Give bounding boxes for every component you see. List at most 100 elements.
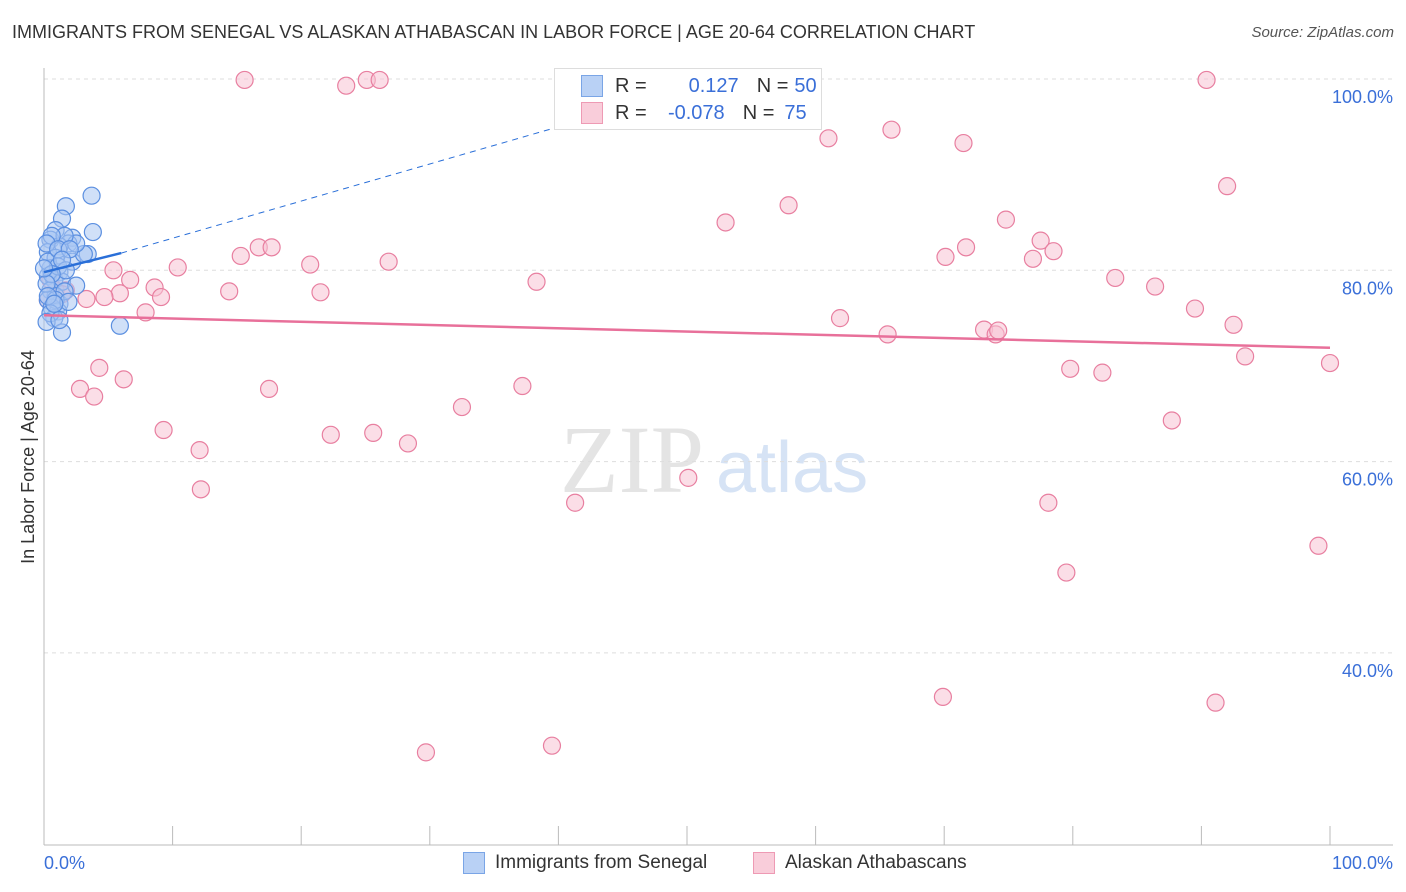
senegal-point: [50, 310, 69, 330]
athabascan-point: [679, 468, 698, 487]
athabascan-point: [566, 493, 585, 512]
legend-row-athabascan: R = -0.078 N = 75: [581, 100, 807, 126]
bottom-legend-senegal: Immigrants from Senegal: [463, 852, 707, 874]
athabascan-point: [104, 261, 123, 280]
y-tick-label: 60.0%: [1342, 470, 1393, 490]
athabascan-point: [716, 213, 735, 232]
athabascan-point: [1044, 242, 1063, 261]
athabascan-point: [95, 287, 114, 307]
athabascan-point: [235, 70, 254, 90]
athabascan-point: [154, 420, 173, 440]
athabascan-point: [1185, 299, 1205, 318]
senegal-trendline: [43, 251, 122, 274]
athabascan-point: [321, 425, 340, 444]
athabascan-point: [936, 247, 955, 267]
athabascan-point: [90, 358, 109, 377]
n-label: N =: [756, 74, 789, 97]
legend: R = 0.127 N = 50 R = -0.078 N = 75: [554, 68, 822, 130]
athabascan-point: [1224, 315, 1243, 334]
y-tick-label: 40.0%: [1342, 661, 1393, 681]
n-label: N =: [742, 101, 775, 124]
athabascan-point: [989, 321, 1008, 340]
athabascan-point: [110, 284, 129, 303]
athabascan-point: [882, 120, 901, 139]
athabascan-point: [416, 743, 436, 762]
athabascan-point: [1206, 693, 1225, 712]
athabascan-point: [311, 283, 330, 302]
athabascan-point: [1309, 536, 1328, 555]
athabascan-point: [379, 252, 398, 271]
athabascan-point: [301, 255, 320, 274]
athabascan-point: [151, 287, 171, 307]
x-tick-label: 0.0%: [44, 853, 85, 873]
athabascan-point: [77, 289, 96, 309]
athabascan-point: [114, 370, 133, 389]
athabascan-point: [262, 238, 281, 257]
x-tick-label: 100.0%: [1332, 853, 1393, 873]
athabascan-point: [121, 270, 140, 289]
athabascan-point: [337, 76, 356, 95]
senegal-point: [110, 316, 129, 335]
r-value: -0.078: [667, 101, 725, 124]
n-value: 75: [784, 101, 807, 124]
athabascan-point: [1146, 277, 1165, 296]
legend-swatch-blue: [581, 75, 603, 97]
r-value: 0.127: [688, 74, 739, 97]
athabascan-point: [1023, 249, 1043, 268]
athabascan-point: [1197, 70, 1216, 90]
athabascan-point: [370, 70, 389, 90]
athabascan-point: [398, 434, 418, 453]
athabascan-point: [259, 379, 279, 399]
athabascan-point: [452, 397, 472, 417]
athabascan-point: [1162, 411, 1181, 430]
athabascan-point: [1039, 493, 1058, 512]
y-tick-label: 80.0%: [1342, 278, 1393, 298]
athabascan-point: [364, 423, 383, 443]
source-label: Source: ZipAtlas.com: [1251, 24, 1394, 41]
legend-label: Alaskan Athabascans: [785, 852, 967, 873]
r-label: R =: [615, 74, 647, 97]
athabascan-point: [1236, 347, 1255, 366]
legend-swatch-pink: [581, 102, 603, 124]
legend-swatch-blue: [463, 852, 485, 874]
r-label: R =: [615, 101, 647, 124]
y-tick-label: 100.0%: [1332, 87, 1393, 107]
athabascan-point: [954, 133, 973, 153]
athabascan-point: [956, 238, 976, 257]
athabascan-point: [1093, 363, 1112, 382]
athabascan-point: [933, 687, 953, 706]
athabascan-point: [168, 258, 187, 277]
athabascan-point: [1061, 359, 1080, 378]
athabascan-point: [878, 325, 897, 344]
n-value: 50: [794, 74, 817, 97]
legend-row-senegal: R = 0.127 N = 50: [581, 73, 817, 99]
athabascan-point: [527, 272, 546, 291]
athabascan-point: [220, 282, 239, 301]
athabascan-trendline: [43, 314, 1331, 350]
athabascan-point: [1320, 353, 1340, 373]
legend-label: Immigrants from Senegal: [495, 852, 708, 873]
senegal-point: [83, 222, 102, 242]
athabascan-point: [85, 387, 104, 406]
athabascan-point: [1106, 268, 1125, 288]
watermark-zip: ZIP: [560, 406, 704, 513]
athabascan-point: [1031, 231, 1050, 250]
senegal-trendline-extension: [121, 126, 559, 254]
athabascan-point: [231, 246, 250, 266]
athabascan-point: [819, 129, 838, 148]
athabascan-point: [1057, 563, 1076, 582]
athabascan-point: [779, 196, 798, 215]
y-axis-label: In Labor Force | Age 20-64: [18, 350, 38, 564]
senegal-point: [45, 294, 64, 313]
athabascan-point: [513, 376, 532, 396]
athabascan-point: [190, 441, 209, 460]
athabascan-point: [542, 736, 562, 755]
bottom-legend-athabascan: Alaskan Athabascans: [753, 852, 967, 874]
athabascan-point: [1218, 177, 1237, 196]
legend-swatch-pink: [753, 852, 775, 874]
athabascan-point: [830, 309, 850, 328]
athabascan-point: [191, 480, 210, 499]
senegal-point: [34, 259, 54, 278]
senegal-point: [82, 186, 101, 205]
